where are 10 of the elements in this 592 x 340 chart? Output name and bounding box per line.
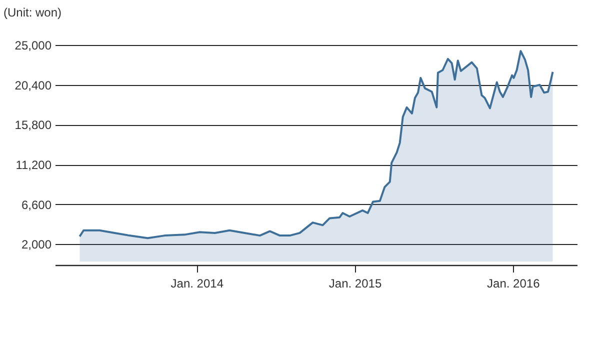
x-tick-label: Jan. 2016: [487, 276, 540, 290]
y-axis-title: (Unit: won): [4, 6, 62, 20]
x-tick-label: Jan. 2015: [328, 276, 382, 290]
y-tick-label: 2,000: [21, 238, 52, 252]
x-tick-label: Jan. 2014: [170, 276, 224, 290]
y-tick-label: 6,600: [21, 198, 52, 212]
y-tick-label: 20,400: [14, 78, 52, 92]
y-tick-label: 15,800: [14, 118, 52, 132]
y-tick-label: 25,000: [14, 38, 52, 52]
y-tick-label: 11,200: [16, 158, 52, 172]
